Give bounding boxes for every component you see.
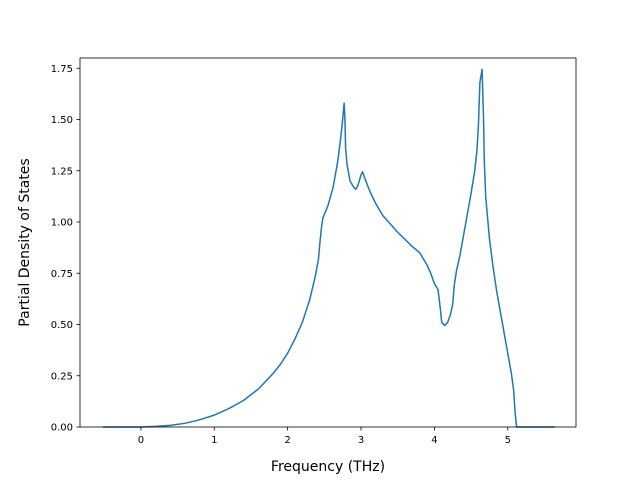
x-tick-label: 3	[358, 435, 364, 446]
x-axis-ticks: 0 1 2 3 4 5	[138, 427, 511, 446]
y-tick-label: 1.50	[51, 115, 73, 126]
x-tick-label: 4	[431, 435, 437, 446]
x-axis-label: Frequency (THz)	[271, 459, 385, 475]
x-tick-label: 1	[211, 435, 217, 446]
y-tick-label: 0.25	[51, 371, 73, 382]
y-tick-label: 0.00	[51, 423, 73, 434]
plot-area	[102, 68, 555, 428]
y-tick-label: 1.25	[51, 166, 73, 177]
y-axis-ticks: 0.00 0.25 0.50 0.75 1.00 1.25 1.50 1.75	[51, 64, 80, 434]
x-tick-label: 0	[138, 435, 144, 446]
y-tick-label: 1.75	[51, 64, 73, 75]
axes-frame	[79, 57, 577, 428]
y-tick-label: 0.75	[51, 269, 73, 280]
y-tick-label: 1.00	[51, 218, 73, 229]
x-tick-label: 2	[284, 435, 290, 446]
y-tick-label: 0.50	[51, 320, 73, 331]
y-axis-label: Partial Density of States	[17, 158, 33, 326]
series-line-0	[102, 68, 555, 428]
x-tick-label: 5	[505, 435, 511, 446]
